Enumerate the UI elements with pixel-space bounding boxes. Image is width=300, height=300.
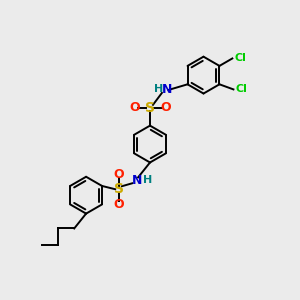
Text: S: S — [145, 101, 155, 115]
Text: N: N — [132, 174, 143, 187]
Text: S: S — [114, 182, 124, 196]
Text: N: N — [162, 83, 172, 96]
Text: Cl: Cl — [235, 53, 247, 64]
Text: Cl: Cl — [236, 84, 248, 94]
Text: H: H — [154, 84, 163, 94]
Text: H: H — [143, 175, 152, 185]
Text: O: O — [113, 168, 124, 181]
Text: O: O — [160, 101, 171, 114]
Text: O: O — [129, 101, 140, 114]
Text: O: O — [113, 198, 124, 211]
